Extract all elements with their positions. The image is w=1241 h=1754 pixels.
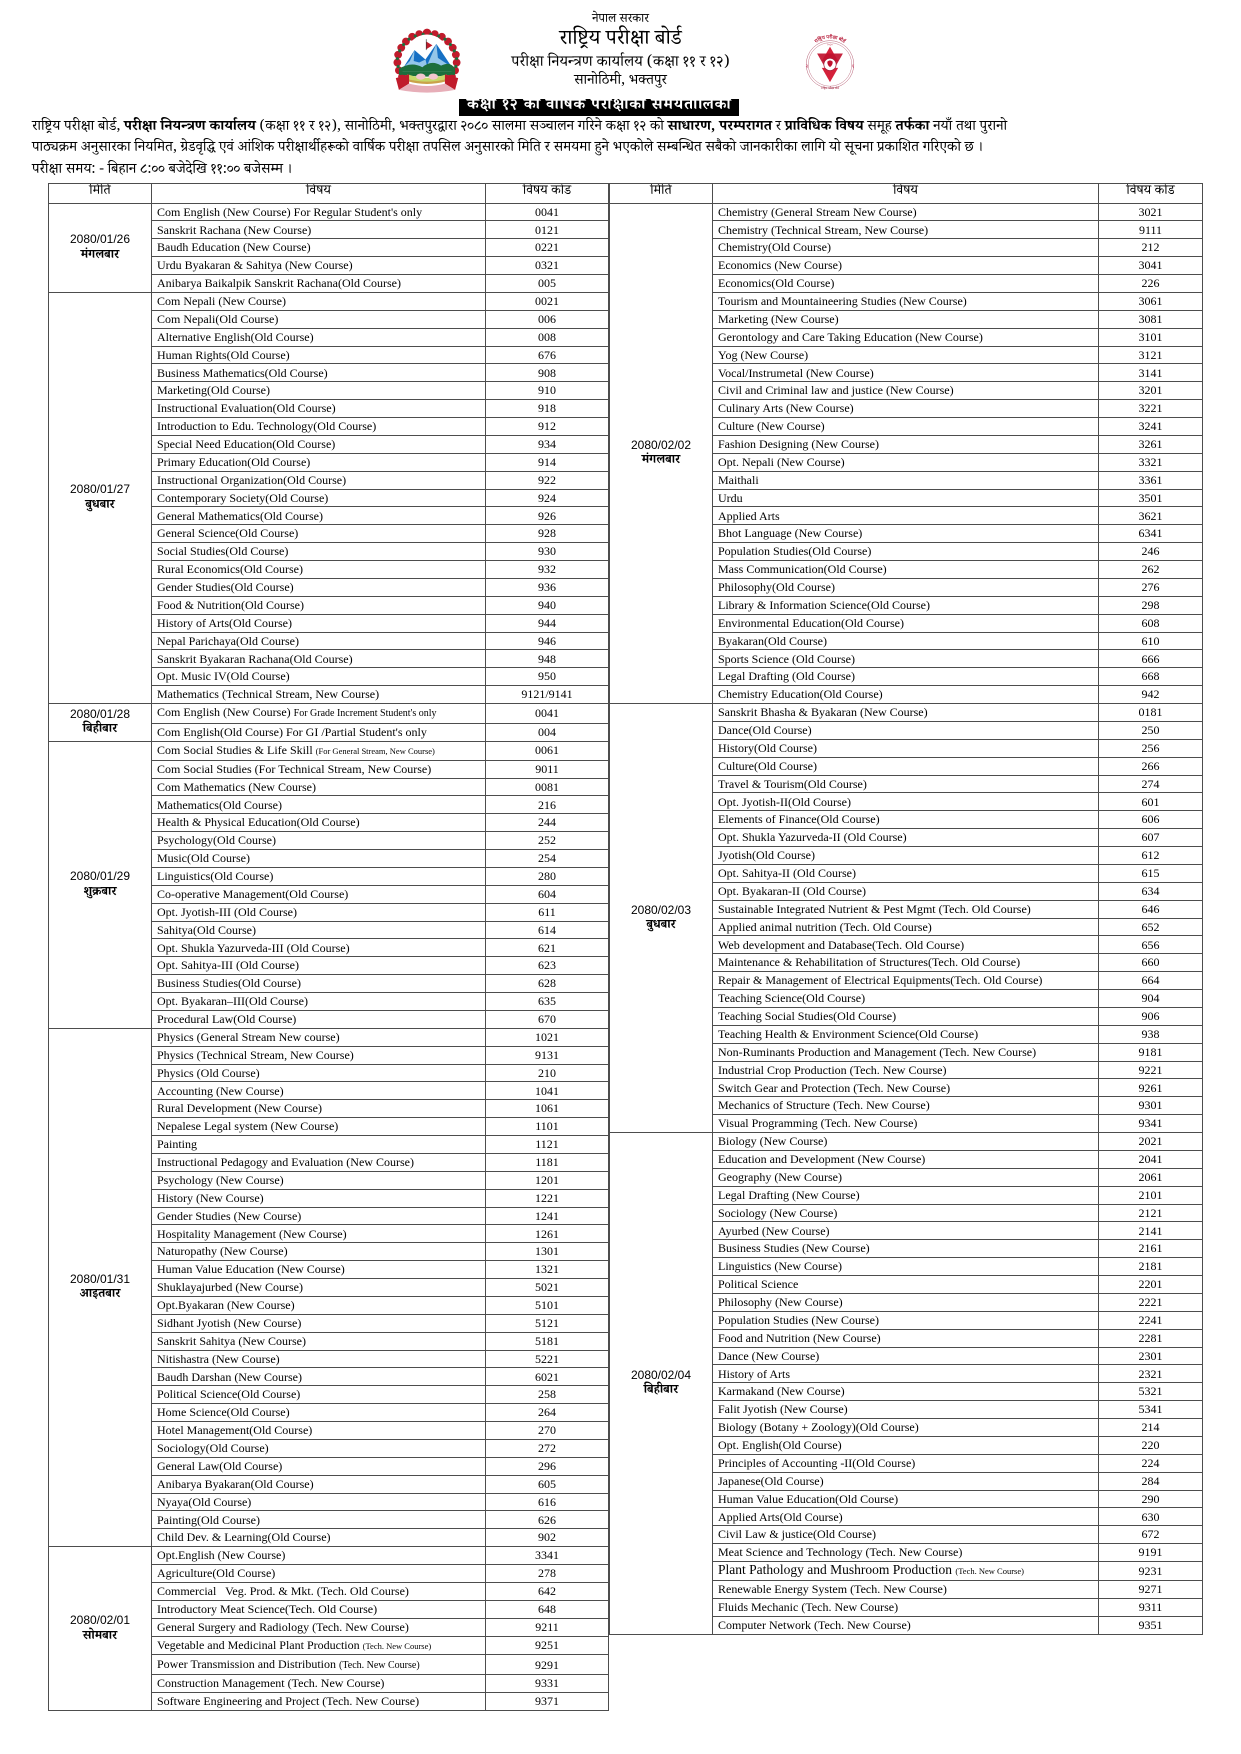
- svg-text:१: १: [852, 64, 855, 70]
- svg-text:राष्ट्रिय परीक्षा बोर्ड: राष्ट्रिय परीक्षा बोर्ड: [821, 86, 840, 90]
- svg-text:२०३०: २०३०: [827, 43, 833, 46]
- svg-text:२: २: [805, 64, 808, 70]
